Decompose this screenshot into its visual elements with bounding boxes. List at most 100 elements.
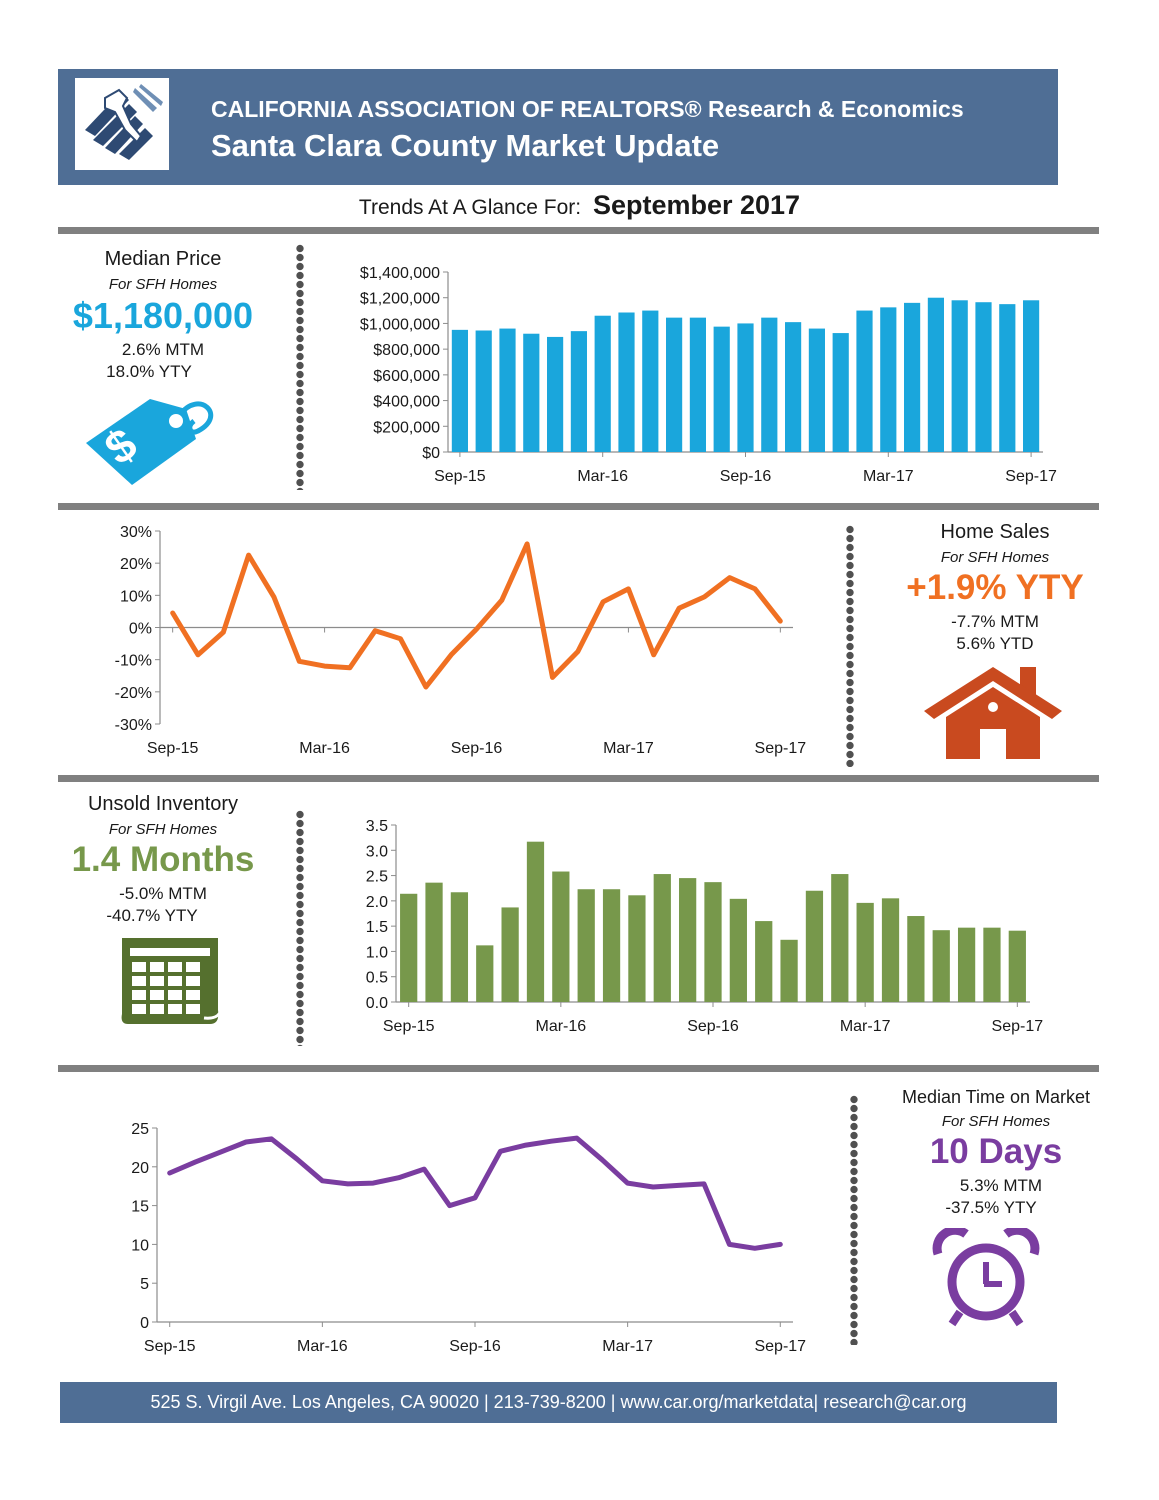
y-tick-label: $400,000 (373, 394, 440, 411)
bar (831, 874, 849, 1002)
alarm-clock-icon (932, 1228, 1040, 1327)
bar (475, 330, 492, 452)
median-price-chart: $0 $200,000 $400,000 $600,000 $800,000 $1,000… (360, 265, 1057, 485)
bar (451, 329, 468, 452)
y-tick-label: 25 (131, 1121, 149, 1138)
x-tick-label: Sep-17 (1005, 468, 1057, 485)
x-tick-label: Mar-17 (863, 468, 914, 485)
y-tick-label: 0% (129, 621, 152, 638)
panel-value: 10 Days (929, 1132, 1063, 1171)
x-tick-label: Mar-16 (535, 1018, 586, 1035)
dotted-divider (849, 1095, 859, 1345)
series-line (170, 541, 783, 690)
bar (904, 302, 921, 452)
dotted-divider (295, 810, 305, 1046)
y-tick-label: 20% (120, 556, 152, 573)
bar (856, 902, 874, 1002)
y-tick-label: $1,400,000 (360, 265, 440, 282)
bar (476, 945, 494, 1002)
bar (425, 882, 443, 1002)
panel-stat-yty: 18.0% YTY (106, 361, 192, 381)
bar (501, 907, 519, 1002)
panel-title: Median Time on Market (901, 1087, 1091, 1107)
bar (713, 326, 730, 452)
x-tick-label: Sep-15 (383, 1018, 435, 1035)
trend-period: September 2017 (592, 190, 801, 220)
dotted-divider (295, 244, 305, 490)
x-tick-label: Sep-17 (754, 1338, 806, 1355)
trend-heading: Trends At A Glance For: September 2017 (0, 190, 1159, 221)
bar (785, 322, 802, 452)
price-tag-icon: $ (86, 399, 214, 485)
bar (450, 892, 469, 1002)
x-tick-label: Sep-16 (720, 468, 772, 485)
header-banner (58, 69, 1058, 185)
bar (999, 304, 1016, 452)
panel-stat-mtm: 5.3% MTM (959, 1175, 1043, 1195)
panel-stat-mtm: 2.6% MTM (121, 339, 205, 359)
calendar-icon (121, 938, 224, 1024)
bar (880, 307, 897, 452)
x-tick-label: Mar-17 (602, 1338, 653, 1355)
panel-value: $1,180,000 (72, 295, 254, 336)
y-tick-label: $800,000 (373, 342, 440, 359)
y-tick-label: 30% (120, 524, 152, 541)
bar (805, 890, 824, 1002)
bar (526, 841, 545, 1002)
bar (755, 921, 773, 1002)
x-tick-label: Mar-16 (299, 740, 350, 757)
panel-stat-mtm: -5.0% MTM (119, 883, 207, 903)
y-tick-label: 2.0 (366, 894, 388, 911)
bar (552, 871, 570, 1002)
trend-label: Trends At A Glance For: (358, 196, 582, 219)
panel-subtitle: For SFH Homes (108, 276, 218, 293)
header-title-line2: Santa Clara County Market Update (211, 128, 720, 163)
bar (594, 315, 611, 452)
bar (1008, 930, 1026, 1002)
footer-contact: 525 S. Virgil Ave. Los Angeles, CA 90020… (60, 1382, 1057, 1423)
california-map-logo (75, 78, 169, 170)
panel-subtitle: For SFH Homes (941, 1113, 1051, 1130)
bar (679, 878, 697, 1002)
y-tick-label: 10 (131, 1237, 149, 1254)
x-tick-label: Mar-16 (297, 1338, 348, 1355)
x-tick-label: Mar-16 (577, 468, 628, 485)
y-tick-label: $1,200,000 (360, 291, 440, 308)
bar (577, 889, 595, 1002)
x-tick-label: Mar-17 (603, 740, 654, 757)
bar (761, 317, 778, 452)
x-tick-label: Sep-17 (992, 1018, 1044, 1035)
panel-stat-yty: -37.5% YTY (945, 1197, 1037, 1217)
y-tick-label: 2.5 (366, 869, 388, 886)
dotted-divider (845, 525, 855, 767)
time-on-market-chart: 0 5 10 15 20 25 Sep-15 Mar-16 Sep-16 Mar-17 Sep-17 (131, 1121, 806, 1355)
bar (618, 312, 635, 452)
panel-subtitle: For SFH Homes (108, 821, 218, 838)
section-divider (58, 503, 1099, 510)
x-tick-label: Sep-17 (755, 740, 807, 757)
bar (927, 297, 944, 452)
y-tick-label: -10% (115, 653, 152, 670)
x-tick-label: Sep-16 (451, 740, 503, 757)
y-tick-label: 5 (140, 1276, 149, 1293)
time-on-market-panel: Median Time on Market For SFH Homes 10 D… (885, 1087, 1107, 1218)
bar (642, 310, 659, 452)
y-tick-label: $0 (422, 445, 440, 462)
bar (1023, 300, 1040, 452)
bar (602, 889, 621, 1002)
y-tick-label: 1.5 (366, 919, 388, 936)
bar (523, 333, 540, 452)
home-sales-chart: -30% -20% -10% 0% 10% 20% 30% Sep-15 Mar-16 Sep-1… (115, 524, 807, 757)
panel-stat-ytd: 5.6% YTD (956, 633, 1034, 653)
x-tick-label: Sep-16 (449, 1338, 501, 1355)
y-tick-label: 3.0 (366, 843, 388, 860)
bar (689, 317, 706, 452)
house-icon (924, 667, 1062, 759)
header-title-line1: CALIFORNIA ASSOCIATION OF REALTORS® Rese… (211, 96, 964, 122)
unsold-inventory-panel: Unsold Inventory For SFH Homes 1.4 Month… (63, 793, 263, 926)
bar (907, 916, 925, 1002)
y-tick-label: 1.0 (366, 944, 388, 961)
bar (729, 898, 747, 1002)
x-tick-label: Sep-15 (434, 468, 486, 485)
bar (499, 328, 516, 452)
